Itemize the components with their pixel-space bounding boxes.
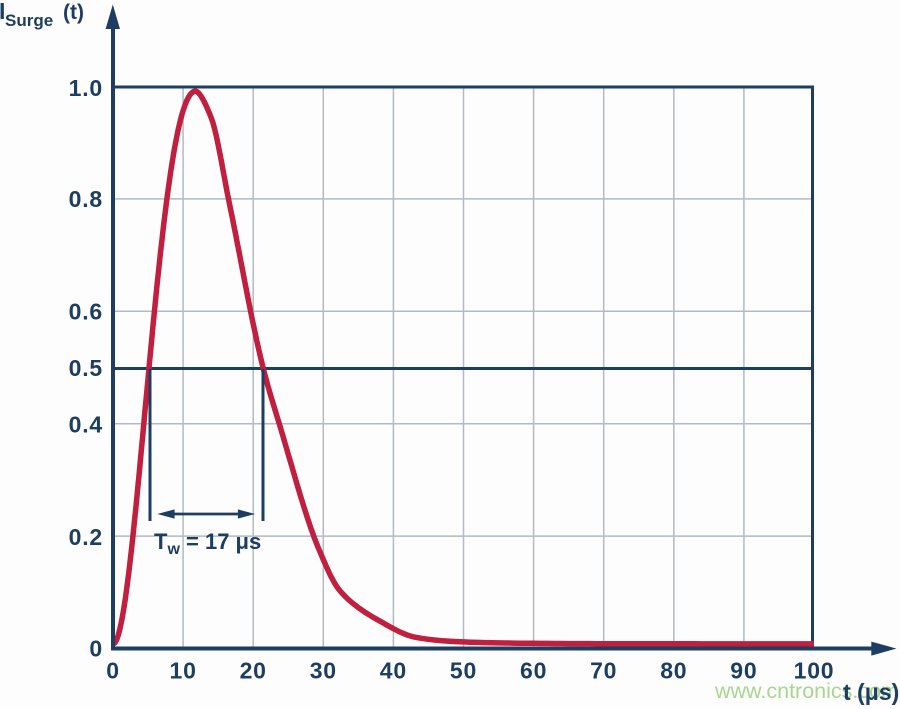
svg-text:t (μs): t (μs)	[843, 679, 899, 705]
svg-text:0.8: 0.8	[69, 186, 103, 212]
svg-text:Surge: Surge	[5, 11, 53, 30]
svg-text:0.2: 0.2	[69, 524, 103, 550]
svg-text:0: 0	[89, 636, 103, 662]
svg-text:90: 90	[730, 658, 757, 684]
svg-text:40: 40	[380, 658, 407, 684]
svg-text:30: 30	[310, 658, 337, 684]
svg-text:10: 10	[170, 658, 197, 684]
svg-text:20: 20	[240, 658, 267, 684]
svg-text:www.cntronics.com: www.cntronics.com	[714, 679, 899, 703]
svg-text:80: 80	[660, 658, 687, 684]
svg-text:1.0: 1.0	[69, 75, 103, 101]
svg-text:Tw = 17 μs: Tw = 17 μs	[154, 529, 261, 558]
svg-text:70: 70	[590, 658, 617, 684]
svg-text:0: 0	[106, 658, 120, 684]
svg-text:50: 50	[450, 658, 477, 684]
svg-text:I: I	[0, 0, 5, 24]
svg-text:0.6: 0.6	[69, 299, 103, 325]
svg-text:100: 100	[794, 658, 835, 684]
svg-text:0.4: 0.4	[69, 411, 103, 437]
svg-text:0.5: 0.5	[69, 355, 103, 381]
svg-text:(t): (t)	[63, 1, 84, 24]
svg-text:60: 60	[520, 658, 547, 684]
